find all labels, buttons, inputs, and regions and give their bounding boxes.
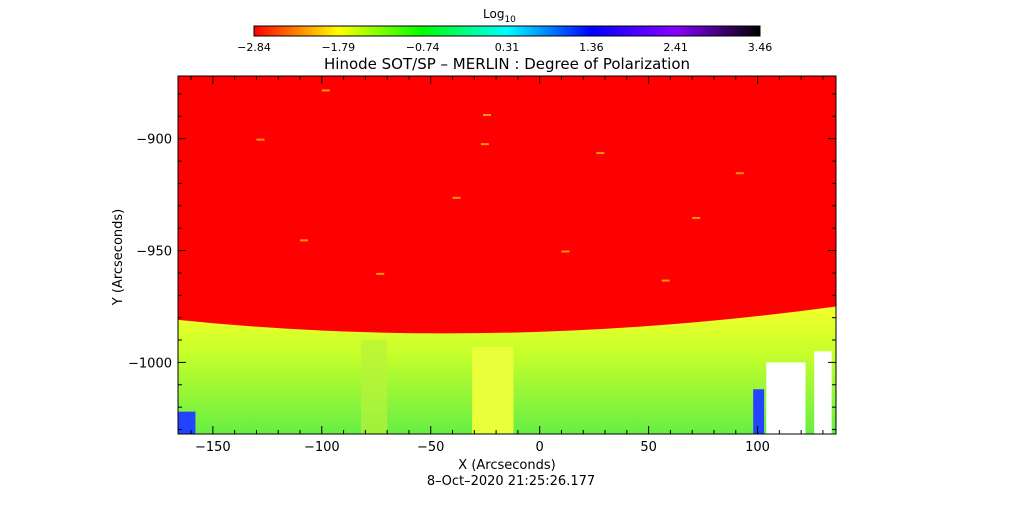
speckle bbox=[256, 138, 265, 141]
dark-column bbox=[361, 340, 388, 434]
speckle bbox=[661, 279, 670, 282]
x-tick-label: 50 bbox=[640, 440, 657, 455]
plot-frame bbox=[177, 75, 837, 435]
colorbar-strip bbox=[253, 25, 761, 37]
colorbar-tick-label: 1.36 bbox=[579, 41, 604, 54]
y-tick-label: −1000 bbox=[128, 356, 172, 371]
x-tick-label: −100 bbox=[304, 440, 340, 455]
colorbar-label: Log10 bbox=[483, 7, 516, 25]
colorbar-tick-label: −2.84 bbox=[237, 41, 271, 54]
timestamp: 8–Oct–2020 21:25:26.177 bbox=[427, 474, 595, 489]
colorbar-label-subscript: 10 bbox=[504, 15, 516, 25]
colorbar-tick-label: 3.46 bbox=[748, 41, 773, 54]
x-tick-label: 100 bbox=[745, 440, 770, 455]
heatmap-image bbox=[178, 76, 836, 434]
blue-edge bbox=[178, 411, 196, 434]
speckle bbox=[561, 250, 570, 253]
y-tick-label: −900 bbox=[136, 133, 172, 148]
blue-edge bbox=[753, 389, 765, 434]
speckle bbox=[452, 196, 461, 199]
x-tick-label: −50 bbox=[417, 440, 444, 455]
speckle bbox=[596, 152, 605, 155]
colorbar-tick-label: 0.31 bbox=[495, 41, 520, 54]
colorbar-tick-label: 2.41 bbox=[663, 41, 688, 54]
chart-title: Hinode SOT/SP – MERLIN : Degree of Polar… bbox=[324, 55, 690, 73]
colorbar: Log10 −2.84 −1.79 −0.74 0.31 1.36 2.41 3.46 bbox=[237, 7, 772, 54]
x-axis: −150 −100 −50 0 50 100 bbox=[190, 76, 824, 455]
y-tick-label: −950 bbox=[136, 245, 172, 260]
x-tick-label: 0 bbox=[536, 440, 544, 455]
speckle bbox=[300, 239, 309, 242]
blank-region bbox=[766, 362, 806, 434]
colorbar-tick-label: −0.74 bbox=[406, 41, 440, 54]
y-axis-label: Y (Arcseconds) bbox=[111, 209, 126, 306]
x-axis-label: X (Arcseconds) bbox=[458, 458, 555, 473]
speckle bbox=[483, 114, 492, 117]
speckle bbox=[480, 143, 489, 146]
speckles bbox=[178, 89, 832, 434]
y-axis: −900 −950 −1000 bbox=[128, 93, 836, 431]
colorbar-tick-label: −1.79 bbox=[321, 41, 355, 54]
speckle bbox=[692, 216, 701, 219]
speckle bbox=[376, 272, 385, 275]
x-tick-label: −150 bbox=[195, 440, 231, 455]
colorbar-ticks: −2.84 −1.79 −0.74 0.31 1.36 2.41 3.46 bbox=[237, 41, 772, 54]
bright-column bbox=[472, 346, 514, 434]
speckle bbox=[321, 89, 330, 92]
speckle bbox=[735, 172, 744, 175]
blank-region bbox=[814, 351, 832, 434]
